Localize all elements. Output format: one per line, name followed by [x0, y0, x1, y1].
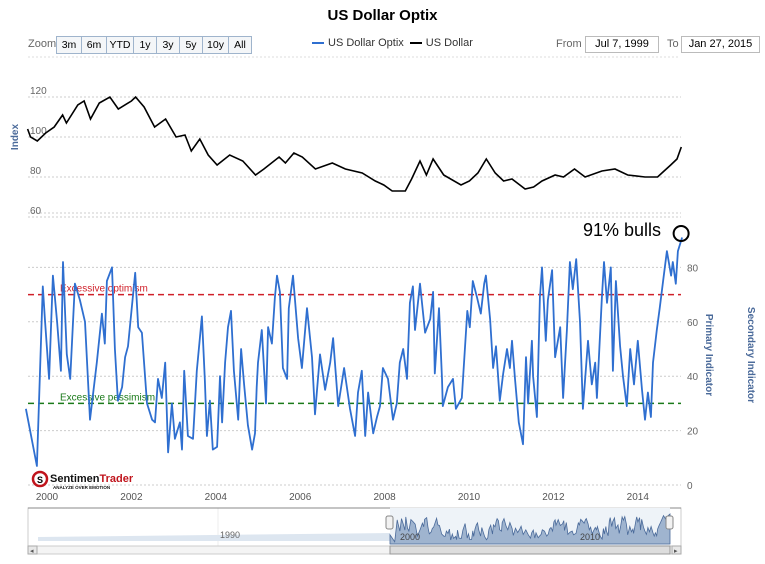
- x-tick-label: 2008: [373, 492, 396, 503]
- excessive-pessimism-label: Excessive pessimism: [60, 392, 155, 403]
- zoom-1y-button[interactable]: 1y: [134, 37, 157, 53]
- logo-wordmark: SentimenTrader: [50, 473, 134, 485]
- scrollbar-thumb[interactable]: [389, 545, 671, 555]
- navigator-label-2010: 2010: [580, 532, 600, 542]
- secondary-y-axis-title: Secondary Indicator: [745, 307, 756, 403]
- zoom-label: Zoom: [28, 38, 57, 50]
- legend: US Dollar Optix US Dollar: [312, 37, 473, 49]
- upper-y-tick-label: 80: [30, 166, 42, 177]
- zoom-buttons: 3m 6m YTD 1y 3y 5y 10y All: [56, 36, 252, 54]
- logo-tagline: ANALYZE OVER EMOTION: [53, 485, 110, 490]
- legend-item-optix[interactable]: US Dollar Optix: [312, 37, 404, 49]
- to-date-input[interactable]: Jan 27, 2015: [681, 36, 760, 53]
- zoom-3y-button[interactable]: 3y: [157, 37, 180, 53]
- zoom-6m-button[interactable]: 6m: [82, 37, 107, 53]
- x-tick-label: 2006: [289, 492, 312, 503]
- scroll-right-arrow-icon: ▸: [674, 548, 678, 555]
- upper-y-tick-label: 100: [30, 126, 47, 137]
- navigator-series-area: [389, 513, 671, 545]
- dollar-swatch-icon: [409, 42, 422, 45]
- logo-icon: [31, 470, 49, 488]
- x-tick-label: 2000: [36, 492, 59, 503]
- bulls-annotation: 91% bulls: [583, 220, 661, 240]
- us-dollar-optix-series-line: [25, 237, 683, 467]
- excessive-optimism-label: Excessive optimism: [60, 284, 148, 295]
- legend-item-dollar[interactable]: US Dollar: [409, 37, 473, 49]
- chart-title: US Dollar Optix: [327, 7, 438, 24]
- zoom-3m-button[interactable]: 3m: [57, 37, 82, 53]
- x-tick-label: 2010: [458, 492, 481, 503]
- scroll-right-button[interactable]: [671, 545, 682, 555]
- from-date-input[interactable]: Jul 7, 1999: [585, 36, 659, 53]
- lower-y-tick-label: 40: [687, 372, 699, 383]
- us-dollar-series-line: [26, 95, 683, 192]
- to-label: To: [667, 38, 679, 50]
- navigator-left-handle[interactable]: [385, 515, 394, 530]
- lower-y-tick-label: 80: [687, 263, 699, 274]
- navigator-label-2000: 2000: [400, 532, 420, 542]
- logo-mark: S: [37, 475, 43, 485]
- x-tick-label: 2004: [205, 492, 228, 503]
- navigator-right-handle[interactable]: [665, 515, 674, 530]
- upper-y-axis-title: Index: [10, 124, 21, 151]
- x-tick-label: 2014: [627, 492, 650, 503]
- scroll-left-button[interactable]: [27, 545, 38, 555]
- navigator-history-area: [38, 533, 390, 541]
- x-tick-label: 2002: [120, 492, 143, 503]
- from-label: From: [556, 38, 582, 50]
- x-tick-label: 2012: [542, 492, 565, 503]
- zoom-5y-button[interactable]: 5y: [180, 37, 203, 53]
- annotation-circle: [672, 224, 690, 242]
- lower-y-tick-label: 60: [687, 318, 699, 329]
- scroll-left-arrow-icon: ◂: [30, 548, 34, 555]
- zoom-all-button[interactable]: All: [229, 37, 251, 53]
- lower-y-tick-label: 0: [687, 481, 693, 492]
- navigator: 1990 2000 2010 ◂ ▸: [27, 507, 682, 555]
- optix-swatch-icon: [312, 42, 324, 45]
- sentimentrader-logo: S SentimenTrader ANALYZE OVER EMOTION: [31, 470, 134, 490]
- zoom-10y-button[interactable]: 10y: [203, 37, 229, 53]
- legend-optix-label: US Dollar Optix: [328, 37, 404, 49]
- zoom-ytd-button[interactable]: YTD: [107, 37, 134, 53]
- upper-y-tick-label: 60: [30, 206, 42, 217]
- upper-y-tick-label: 120: [30, 86, 47, 97]
- lower-y-tick-label: 20: [687, 427, 699, 438]
- navigator-label-1990: 1990: [220, 530, 240, 540]
- legend-dollar-label: US Dollar: [425, 37, 473, 49]
- primary-y-axis-title: Primary Indicator: [703, 314, 714, 396]
